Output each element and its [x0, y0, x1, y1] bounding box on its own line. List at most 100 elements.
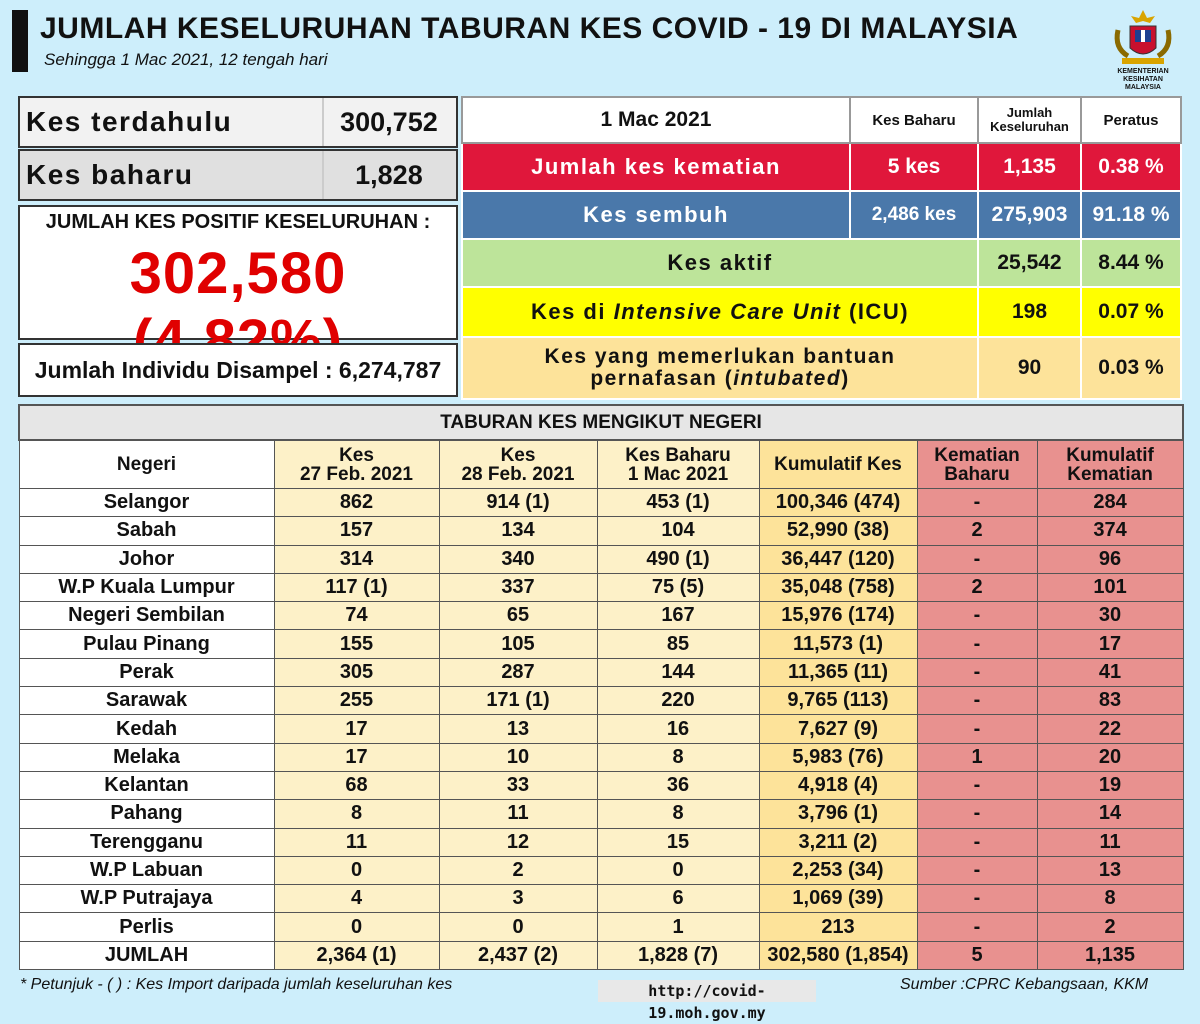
cumulative-cases: 4,918 (4) [758, 770, 918, 801]
new-deaths: 2 [916, 572, 1038, 603]
death-label: Jumlah kes kematian [461, 142, 851, 192]
cases-feb27: 157 [273, 516, 440, 546]
state-name: Pahang [18, 799, 275, 829]
new-deaths: 5 [916, 940, 1038, 971]
icu-row: Kes di Intensive Care Unit (ICU) 198 0.0… [461, 286, 1182, 338]
header-cumulative: Kumulatif Kes [758, 439, 918, 489]
previous-cases-row: Kes terdahulu 300,752 [18, 96, 458, 148]
cases-feb28: 12 [438, 827, 598, 857]
cases-feb27: 8 [273, 799, 440, 829]
recovered-label: Kes sembuh [461, 190, 851, 240]
cases-mar1: 220 [596, 686, 760, 716]
cases-mar1: 104 [596, 516, 760, 546]
table-row: Kelantan 68 33 36 4,918 (4) -19 [18, 770, 1184, 801]
state-name: Terengganu [18, 827, 275, 857]
cumulative-cases: 9,765 (113) [758, 686, 918, 716]
cumulative-deaths: 101 [1036, 572, 1184, 603]
footnote: * Petunjuk - ( ) : Kes Import daripada j… [20, 976, 453, 993]
cumulative-deaths: 13 [1036, 855, 1184, 886]
new-deaths: - [916, 855, 1038, 886]
new-deaths: - [916, 912, 1038, 942]
table-row: W.P Labuan 0 2 0 2,253 (34) -13 [18, 855, 1184, 886]
state-name: JUMLAH [18, 940, 275, 971]
new-deaths: - [916, 657, 1038, 688]
cases-feb27: 11 [273, 827, 440, 857]
recovered-new: 2,486 kes [849, 190, 979, 240]
new-deaths: - [916, 487, 1038, 518]
total-row: JUMLAH 2,364 (1) 2,437 (2) 1,828 (7) 302,580… [18, 940, 1184, 971]
cumulative-deaths: 96 [1036, 544, 1184, 574]
cases-feb27: 2,364 (1) [273, 940, 440, 971]
cumulative-cases: 52,990 (38) [758, 516, 918, 546]
source-credit: Sumber :CPRC Kebangsaan, KKM [900, 976, 1149, 993]
cases-feb27: 255 [273, 686, 440, 716]
state-distribution-table: TABURAN KES MENGIKUT NEGERI Negeri Kes 27… [17, 404, 1185, 971]
cases-mar1: 15 [596, 827, 760, 857]
cumulative-cases: 36,447 (120) [758, 544, 918, 574]
cases-feb27: 117 (1) [273, 572, 440, 603]
cumulative-deaths: 41 [1036, 657, 1184, 688]
state-name: Sabah [18, 516, 275, 546]
table-row: Kedah 17 13 16 7,627 (9) -22 [18, 714, 1184, 744]
cases-feb28: 287 [438, 657, 598, 688]
cases-feb28: 171 (1) [438, 686, 598, 716]
cumulative-cases: 213 [758, 912, 918, 942]
new-cases-value: 1,828 [355, 159, 423, 190]
header-mar1: Kes Baharu 1 Mac 2021 [596, 439, 760, 489]
cumulative-deaths: 374 [1036, 516, 1184, 546]
cumulative-cases: 7,627 (9) [758, 714, 918, 744]
death-total: 1,135 [977, 142, 1082, 192]
cases-feb27: 4 [273, 884, 440, 914]
cumulative-cases: 3,796 (1) [758, 799, 918, 829]
cases-mar1: 8 [596, 742, 760, 772]
cases-feb28: 134 [438, 516, 598, 546]
header-cumulative-deaths: Kumulatif Kematian [1036, 439, 1184, 489]
new-deaths: - [916, 601, 1038, 631]
state-name: W.P Kuala Lumpur [18, 572, 275, 603]
ministry-name: KEMENTERIAN KESIHATAN [1117, 68, 1169, 83]
table-row: Negeri Sembilan 74 65 167 15,976 (174) -30 [18, 601, 1184, 631]
table-row: W.P Kuala Lumpur 117 (1) 337 75 (5) 35,048 (… [18, 572, 1184, 603]
cases-feb27: 68 [273, 770, 440, 801]
cumulative-cases: 5,983 (76) [758, 742, 918, 772]
cumulative-deaths: 14 [1036, 799, 1184, 829]
sampled-individuals: Jumlah Individu Disampel : 6,274,787 [18, 343, 458, 397]
table-row: Melaka 17 10 8 5,983 (76) 1 20 [18, 742, 1184, 772]
state-name: Pulau Pinang [18, 629, 275, 659]
cases-mar1: 144 [596, 657, 760, 688]
table-row: Perlis 0 0 1 213-2 [18, 912, 1184, 942]
page-subtitle: Sehingga 1 Mac 2021, 12 tengah hari [44, 50, 328, 69]
intubated-row: Kes yang memerlukan bantuan pernafasan (i… [461, 336, 1182, 400]
active-total: 25,542 [977, 238, 1082, 288]
death-new: 5 kes [849, 142, 979, 192]
cumulative-deaths: 284 [1036, 487, 1184, 518]
cases-mar1: 85 [596, 629, 760, 659]
intubated-label: Kes yang memerlukan bantuan pernafasan (i… [461, 336, 979, 400]
state-name: W.P Labuan [18, 855, 275, 886]
new-deaths: - [916, 827, 1038, 857]
cases-feb28: 33 [438, 770, 598, 801]
cumulative-deaths: 8 [1036, 884, 1184, 914]
status-header-row: 1 Mac 2021 Kes Baharu Jumlah Keseluruhan … [461, 96, 1182, 144]
status-col-new: Kes Baharu [849, 96, 979, 144]
status-col-percent: Peratus [1080, 96, 1182, 144]
cumulative-cases: 1,069 (39) [758, 884, 918, 914]
cases-mar1: 0 [596, 855, 760, 886]
cases-mar1: 490 (1) [596, 544, 760, 574]
cases-mar1: 36 [596, 770, 760, 801]
cumulative-deaths: 30 [1036, 601, 1184, 631]
new-deaths: - [916, 799, 1038, 829]
state-name: Negeri Sembilan [18, 601, 275, 631]
cases-feb28: 65 [438, 601, 598, 631]
state-name: W.P Putrajaya [18, 884, 275, 914]
cases-feb27: 74 [273, 601, 440, 631]
cases-feb27: 305 [273, 657, 440, 688]
state-rows: Selangor 862 914 (1) 453 (1) 100,346 (474) -2… [18, 487, 1184, 971]
icu-percent: 0.07 % [1080, 286, 1182, 338]
state-name: Kedah [18, 714, 275, 744]
cases-feb27: 862 [273, 487, 440, 518]
death-row: Jumlah kes kematian 5 kes 1,135 0.38 % [461, 142, 1182, 192]
table-row: Perak 305 287 144 11,365 (11) -41 [18, 657, 1184, 688]
divider [322, 151, 324, 199]
state-name: Kelantan [18, 770, 275, 801]
